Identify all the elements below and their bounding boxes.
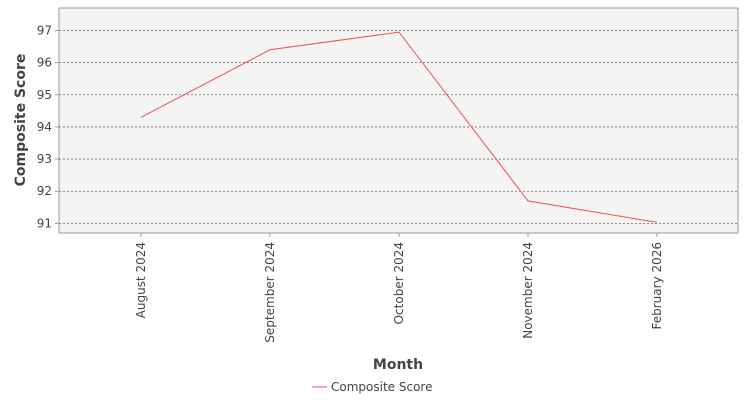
y-tick-label: 91 — [37, 216, 52, 230]
x-tick-label: September 2024 — [263, 242, 277, 343]
x-axis-title: Month — [373, 357, 423, 373]
x-tick-label: February 2026 — [650, 242, 664, 330]
plot-frame — [58, 7, 739, 234]
x-tick-label: November 2024 — [521, 242, 535, 339]
y-tick-label: 92 — [37, 184, 52, 198]
series-layer — [140, 31, 658, 223]
series-line-composite-score — [140, 31, 658, 223]
y-tick-label: 93 — [37, 152, 52, 166]
x-tick-label: October 2024 — [392, 242, 406, 324]
y-tick-label: 94 — [37, 120, 52, 134]
x-axis: August 2024 September 2024 October 2024 Nov… — [134, 233, 664, 343]
x-tick-label: August 2024 — [134, 242, 148, 318]
y-tick-label: 95 — [37, 88, 52, 102]
y-tick-label: 97 — [37, 24, 52, 38]
legend-label-composite-score: Composite Score — [331, 380, 432, 394]
legend: Composite Score — [312, 380, 432, 394]
y-axis-title: Composite Score — [13, 54, 29, 187]
y-tick-label: 96 — [37, 56, 52, 70]
y-axis: 91 92 93 94 95 96 97 — [37, 24, 59, 230]
plot-area — [59, 8, 738, 233]
grid-lines — [59, 30, 738, 224]
